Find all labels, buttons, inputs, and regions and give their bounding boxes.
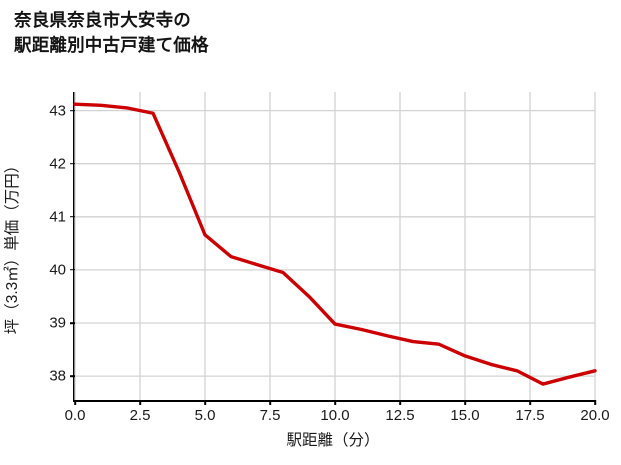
x-axis-tick-mark — [74, 400, 76, 405]
chart-title-line-1: 奈良県奈良市大安寺の — [14, 10, 191, 30]
y-axis-tick-mark — [70, 109, 75, 112]
y-axis-tick-41: 41 — [49, 208, 66, 226]
x-axis-tick-mark — [529, 400, 531, 405]
y-axis-tick-40: 40 — [49, 261, 66, 279]
x-axis-tick-20.0: 20.0 — [580, 407, 610, 424]
series-line-price — [73, 102, 597, 386]
chart-title-line-2: 駅距離別中古戸建て価格 — [14, 35, 209, 56]
y-axis-tick-mark — [70, 162, 75, 165]
series-line-layer — [73, 102, 597, 386]
x-axis-tick-mark — [334, 400, 336, 405]
y-axis-tick-mark — [70, 375, 75, 377]
x-axis-tick-17.5: 17.5 — [515, 407, 545, 424]
x-axis-tick-15.0: 15.0 — [450, 407, 480, 424]
y-axis-tick-39: 39 — [49, 314, 66, 332]
x-axis-tick-mark — [594, 400, 596, 405]
grid-lines — [74, 92, 596, 400]
x-axis-tick-7.5: 7.5 — [259, 407, 281, 424]
x-axis-tick-10.0: 10.0 — [320, 407, 350, 424]
y-axis-tick-mark — [70, 322, 75, 324]
page-title: 奈良県奈良市大安寺の 駅距離別中古戸建て価格 — [14, 8, 209, 59]
y-axis-tick-38: 38 — [49, 367, 66, 385]
x-axis-tick-0.0: 0.0 — [64, 407, 86, 424]
x-axis-tick-mark — [204, 400, 206, 405]
x-axis-tick-5.0: 5.0 — [194, 407, 216, 424]
x-axis-tick-2.5: 2.5 — [129, 407, 151, 424]
x-axis-tick-mark — [269, 400, 271, 405]
y-axis-tick-43: 43 — [49, 102, 66, 120]
y-axis-tick-42: 42 — [49, 155, 66, 173]
x-axis-tick-mark — [139, 400, 141, 405]
y-axis-tick-mark — [70, 269, 75, 271]
x-axis-tick-mark — [399, 400, 401, 405]
y-axis-title: 坪（3.3㎡）単価（万円） — [4, 157, 21, 335]
x-axis-tick-12.5: 12.5 — [385, 407, 415, 424]
y-axis-tick-mark — [70, 215, 75, 218]
plot-area: 38 39 40 41 42 43 0.0 2.5 5.0 7.5 10.0 12.5 15.0 17.… — [49, 92, 610, 424]
x-axis-title: 駅距離（分） — [286, 432, 380, 449]
x-axis-tick-mark — [464, 400, 466, 405]
